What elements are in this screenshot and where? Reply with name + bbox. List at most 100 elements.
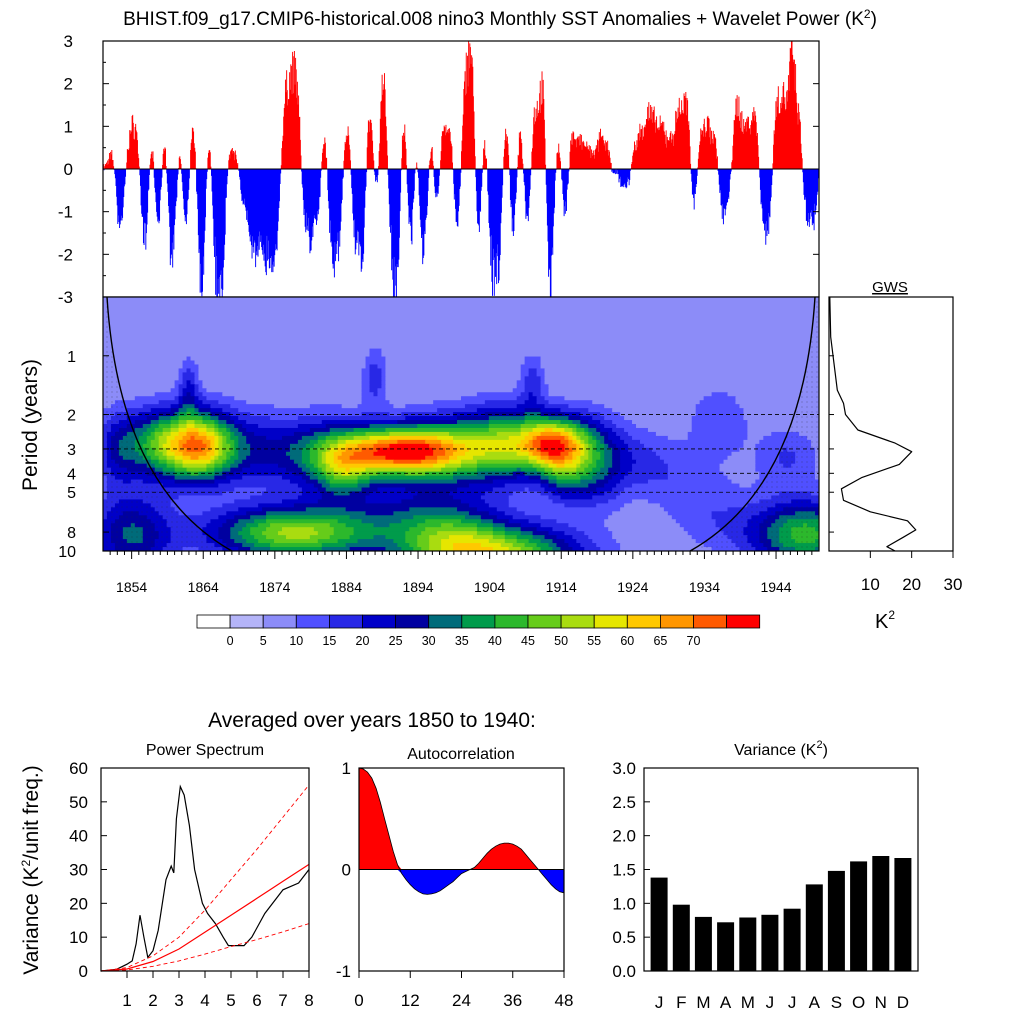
power-cell (564, 427, 573, 433)
power-cell (488, 424, 522, 429)
power-cell (520, 424, 538, 429)
power-cell (186, 420, 196, 425)
spectrum-ytick-label: 40 (69, 827, 88, 846)
colorbar-swatch (428, 614, 463, 629)
power-cell (540, 455, 550, 461)
power-cell (353, 531, 406, 536)
power-cell (628, 431, 657, 437)
power-cell (576, 455, 581, 461)
power-cell (202, 511, 227, 516)
power-cell (457, 420, 490, 425)
power-cell (178, 404, 184, 409)
power-cell (393, 539, 406, 544)
power-cell (230, 431, 235, 437)
power-cell (632, 455, 661, 461)
power-cell (596, 503, 625, 508)
power-cell (632, 483, 741, 489)
power-cell (103, 320, 819, 326)
power-cell (377, 392, 387, 397)
spectrum-ytick-label: 50 (69, 793, 88, 812)
power-cell (198, 431, 208, 437)
power-cell (544, 404, 569, 409)
power-cell (278, 531, 319, 536)
power-cell (313, 483, 323, 489)
power-cell (647, 479, 733, 485)
power-cell (377, 487, 406, 493)
power-cell (548, 479, 558, 485)
power-cell (691, 420, 748, 425)
power-cell (329, 463, 339, 469)
power-cell (258, 523, 271, 528)
power-cell (345, 507, 410, 512)
power-cell (103, 312, 819, 318)
power-cell (552, 499, 609, 504)
colorbar-swatch (328, 614, 363, 629)
power-cell (222, 412, 231, 417)
power-cell (321, 443, 331, 449)
power-cell (620, 543, 705, 548)
power-cell (655, 451, 733, 457)
power-cell (572, 535, 589, 540)
power-cell (437, 531, 478, 536)
power-cell (186, 424, 196, 429)
power-cell (325, 455, 335, 461)
power-cell (194, 388, 200, 393)
power-cell (520, 392, 530, 397)
power-cell (441, 467, 458, 473)
power-cell (397, 543, 410, 548)
power-cell (214, 447, 219, 453)
power-cell (620, 491, 780, 497)
positive-anomaly-bars (103, 41, 803, 169)
power-cell (441, 547, 454, 551)
power-cell (174, 384, 180, 389)
power-cell (317, 459, 323, 465)
power-cell (592, 539, 617, 544)
power-cell (520, 439, 530, 445)
power-cell (453, 523, 478, 528)
spectrum-ytick-label: 20 (69, 894, 88, 913)
power-cell (596, 427, 601, 433)
power-cell (222, 447, 231, 453)
power-cell (170, 416, 180, 421)
wavelet-ytick-label: 2 (67, 408, 76, 425)
power-cell (548, 416, 569, 421)
power-cell (317, 467, 323, 473)
power-cell (182, 463, 208, 469)
power-cell (524, 543, 538, 548)
power-cell (393, 459, 422, 465)
autocorrelation-frame (358, 767, 565, 972)
power-cell (568, 424, 577, 429)
power-cell (564, 447, 573, 453)
power-cell (238, 507, 263, 512)
power-cell (178, 511, 204, 516)
power-cell (540, 547, 554, 551)
power-cell (174, 463, 184, 469)
power-cell (540, 523, 569, 528)
power-cell (385, 392, 478, 397)
cone-of-influence-right-shade (690, 297, 819, 551)
power-cell (162, 443, 172, 449)
power-cell (492, 547, 510, 551)
power-cell (620, 435, 633, 441)
power-cell (194, 376, 200, 381)
power-cell (429, 443, 442, 449)
power-cell (103, 364, 184, 370)
power-cell (588, 447, 593, 453)
power-cell (476, 463, 534, 469)
power-cell (182, 380, 188, 385)
power-cell (564, 463, 577, 469)
power-cell (321, 543, 347, 548)
power-cell (270, 543, 323, 548)
power-cell (234, 523, 247, 528)
power-cell (214, 427, 219, 433)
wavelet-xtick-label: 1854 (116, 579, 147, 595)
power-cell (202, 531, 219, 536)
power-cell (178, 495, 251, 501)
power-cell (508, 503, 566, 508)
power-cell (134, 439, 148, 445)
power-cell (361, 519, 402, 524)
power-cell (739, 483, 752, 489)
power-cell (401, 547, 414, 551)
power-cell (170, 443, 180, 449)
autocorrelation-xtick-label: 12 (401, 991, 420, 1010)
